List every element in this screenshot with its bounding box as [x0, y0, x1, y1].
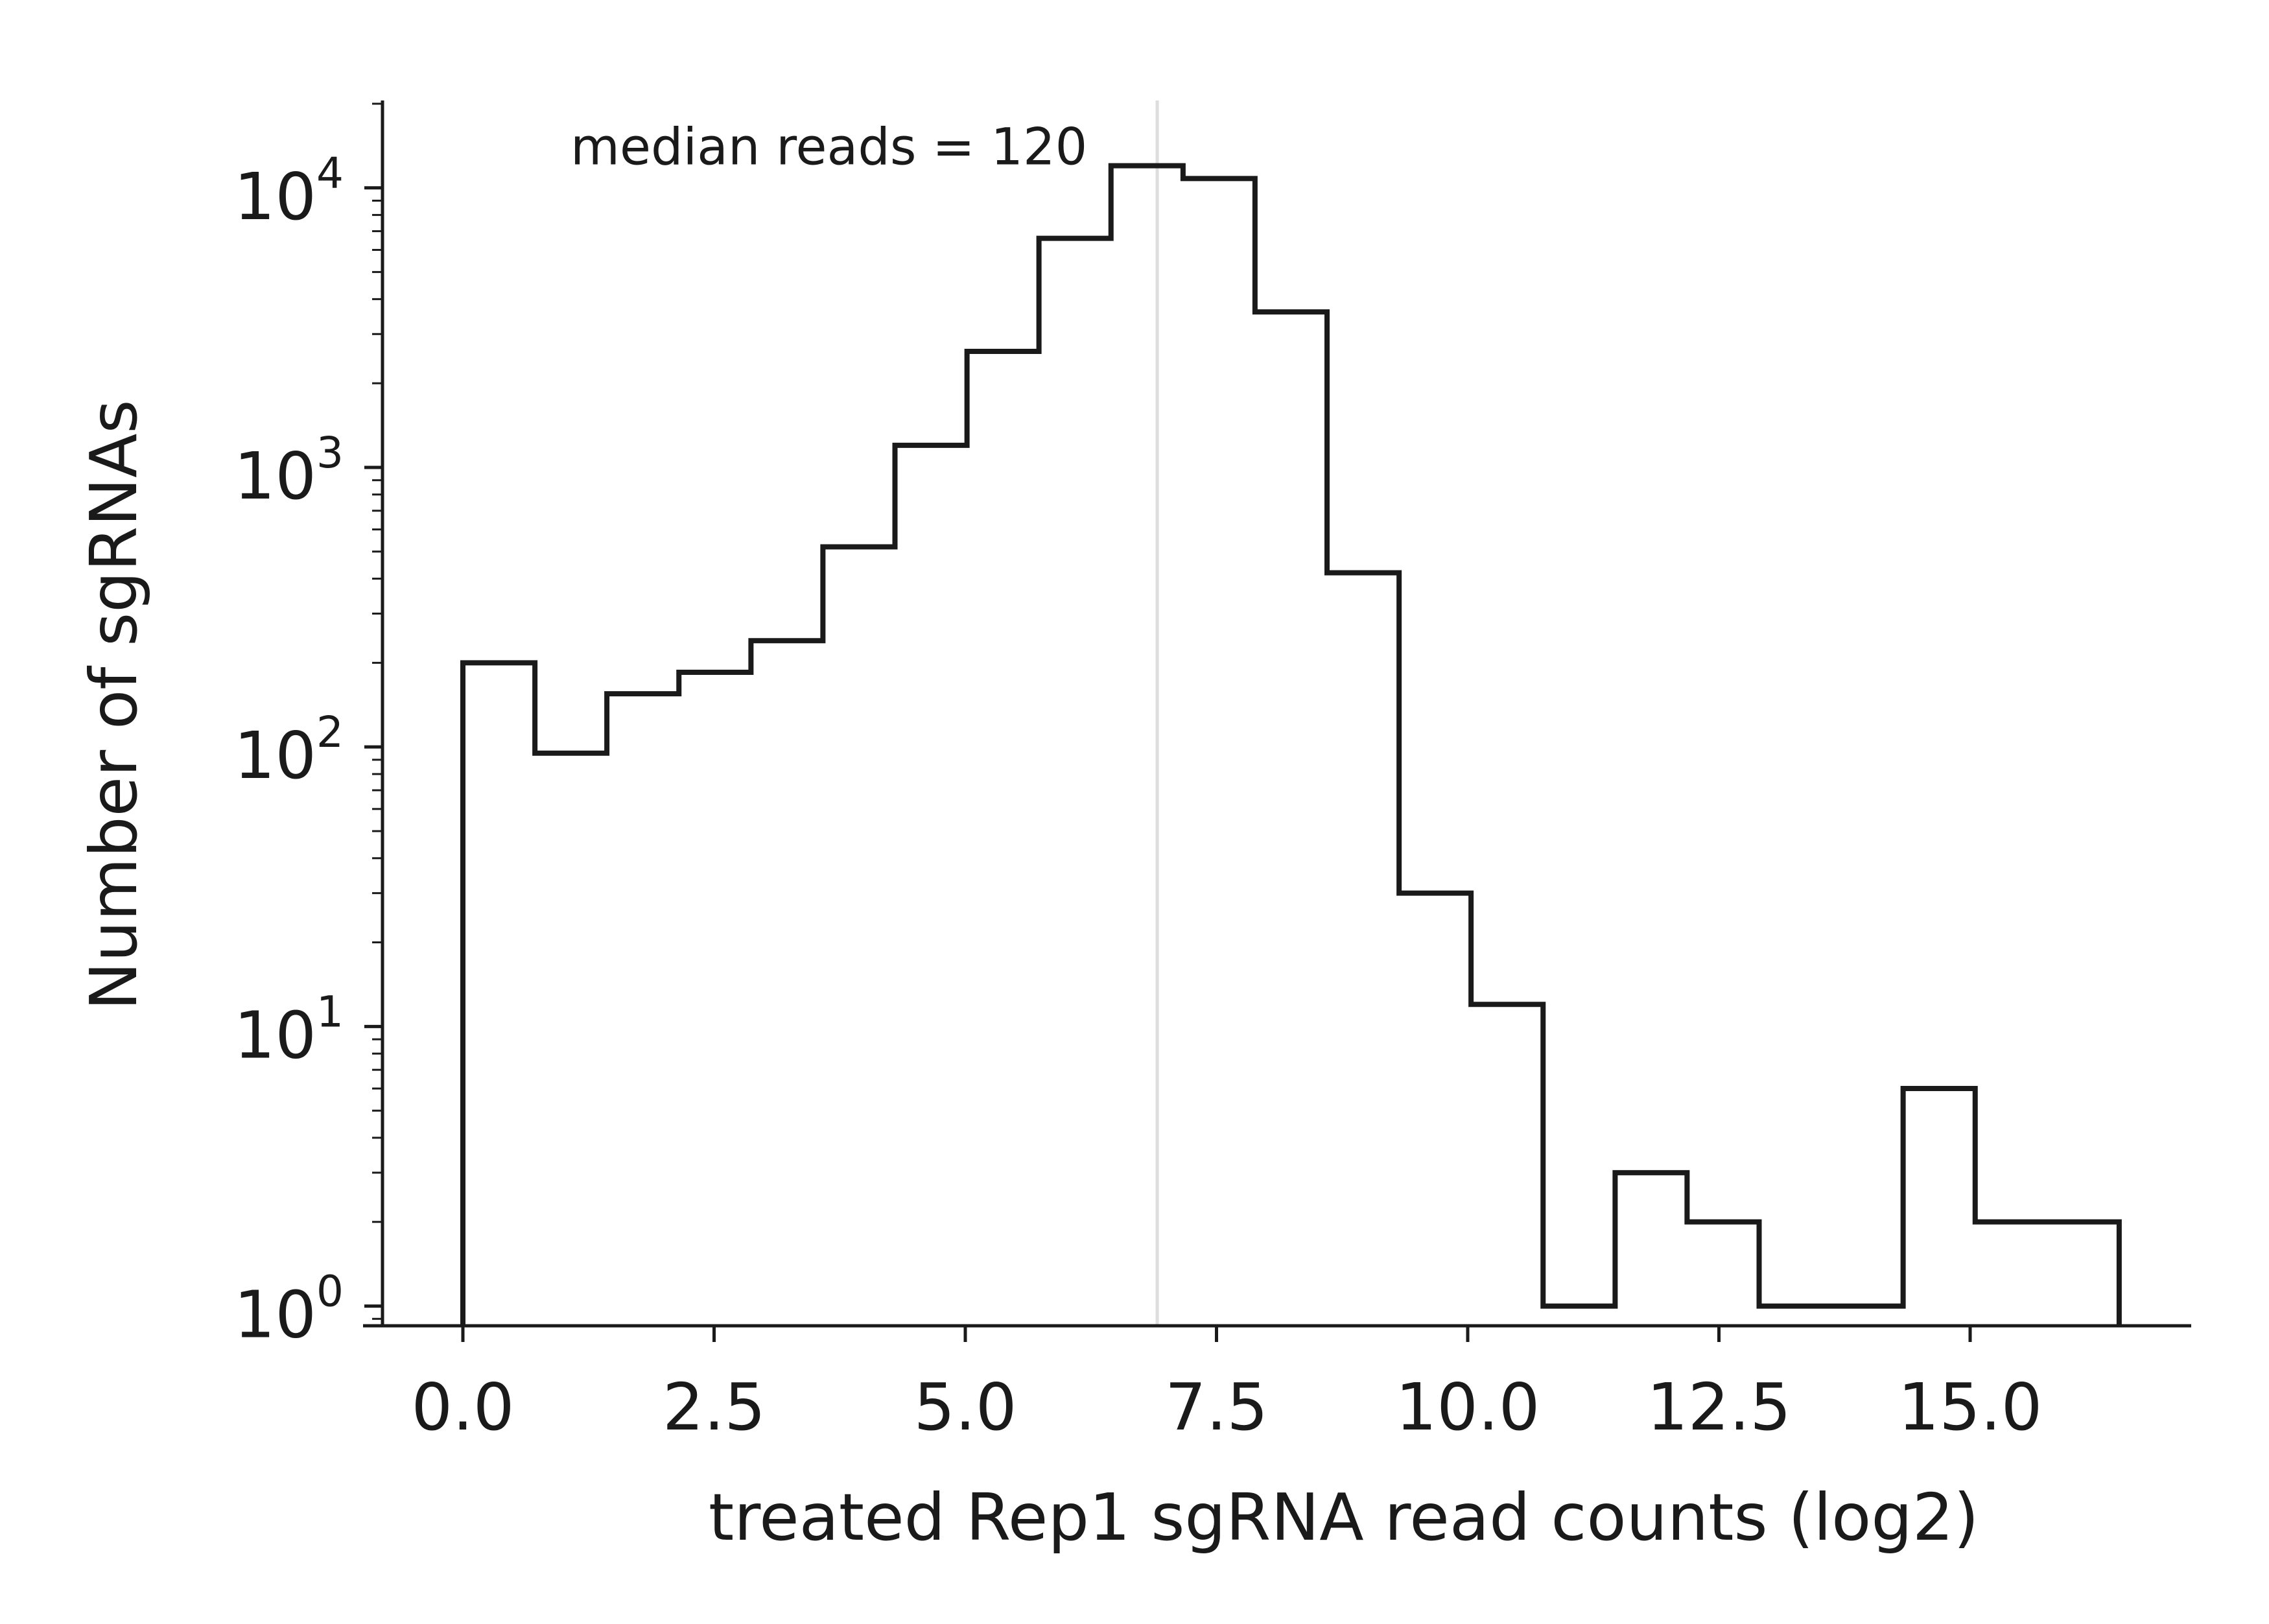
x-tick-label: 12.5 [1647, 1369, 1791, 1445]
histogram-step-line [460, 163, 2122, 1326]
axes-layer [363, 100, 2191, 1328]
x-tick-label: 10.0 [1396, 1369, 1540, 1445]
histogram-bin [967, 351, 1039, 1326]
histogram-bin [679, 672, 751, 1326]
histogram-bin [751, 641, 823, 1326]
histogram-bin [535, 753, 607, 1326]
histogram-bin [895, 445, 967, 1326]
y-tick-label: 101 [234, 987, 344, 1073]
histogram-bin [1543, 1306, 1615, 1326]
histogram-bin [1831, 1306, 1903, 1326]
y-ticks: 100 101 102 103 104 [234, 102, 382, 1353]
histogram-bin [1687, 1222, 1759, 1326]
x-tick-label: 2.5 [663, 1369, 766, 1445]
x-tick-label: 5.0 [913, 1369, 1017, 1445]
y-tick-label: 104 [234, 148, 344, 235]
histogram-bin [1183, 178, 1255, 1326]
histogram-bin [823, 547, 895, 1326]
x-tick-label: 15.0 [1898, 1369, 2043, 1445]
x-axis-label: treated Rep1 sgRNA read counts (log2) [709, 1479, 1979, 1555]
y-axis-label: Number of sgRNAs [76, 399, 152, 1010]
x-tick-label: 0.0 [411, 1369, 514, 1445]
median-annotation: median reads = 120 [570, 119, 1087, 177]
histogram-layer [460, 163, 2122, 1326]
histogram-bin [1399, 893, 1471, 1326]
histogram-bin [1039, 239, 1111, 1326]
histogram-bin [463, 663, 535, 1326]
y-tick-label: 102 [234, 707, 344, 794]
histogram-bin [1471, 1004, 1543, 1326]
y-tick-label: 100 [234, 1267, 344, 1353]
x-ticks: 0.0 2.5 5.0 7.5 10.0 12.5 15.0 [411, 1326, 2042, 1445]
x-tick-label: 7.5 [1165, 1369, 1268, 1445]
histogram-bin [1615, 1173, 1687, 1326]
histogram-bin [1327, 572, 1399, 1326]
histogram-bin [1255, 312, 1327, 1326]
histogram-bin [1903, 1089, 1975, 1326]
histogram-bin [1975, 1222, 2047, 1326]
y-tick-label: 103 [234, 428, 344, 514]
histogram-bin [2047, 1222, 2119, 1326]
histogram-bin [1111, 166, 1183, 1326]
histogram-bin [1759, 1306, 1831, 1326]
histogram-bin [607, 694, 679, 1326]
